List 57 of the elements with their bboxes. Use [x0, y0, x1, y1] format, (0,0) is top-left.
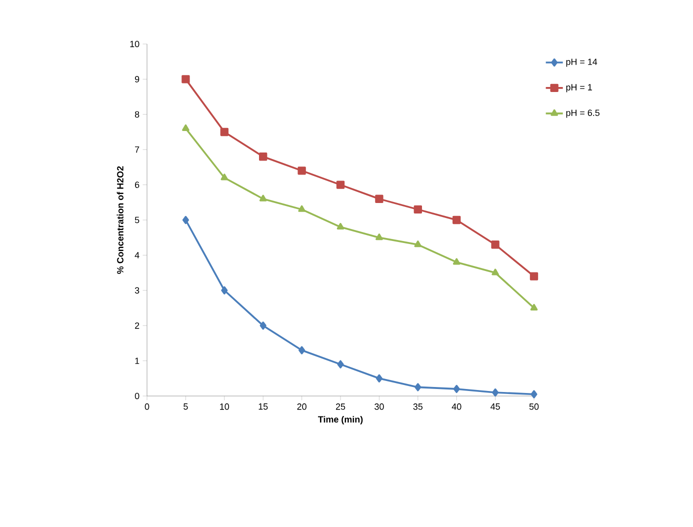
y-tick-label: 1 — [135, 358, 140, 364]
x-tick-label: 40 — [452, 403, 462, 410]
point — [182, 216, 189, 224]
y-tick-label: 4 — [134, 252, 140, 258]
point — [414, 205, 422, 214]
point — [220, 128, 228, 136]
x-tick-label: 45 — [490, 403, 500, 410]
legend-label: pH = 14 — [566, 58, 598, 67]
point — [530, 272, 538, 280]
x-tick-label: 20 — [297, 403, 306, 410]
y-tick-label: 5 — [134, 216, 140, 224]
point — [298, 346, 306, 354]
x-tick-label: 30 — [374, 403, 384, 410]
x-tick-label: 10 — [220, 403, 230, 410]
point — [220, 174, 228, 180]
point — [491, 240, 500, 249]
point — [259, 152, 268, 161]
point — [298, 166, 306, 175]
y-axis-title: % Concentration of H2O2 — [116, 166, 124, 274]
y-tick-label: 3 — [134, 287, 140, 294]
point — [452, 216, 461, 224]
point — [260, 322, 266, 330]
y-tick-label: 10 — [130, 40, 140, 48]
point — [492, 388, 499, 397]
point — [336, 222, 344, 230]
y-tick-label: 6 — [135, 182, 140, 188]
point — [337, 360, 344, 368]
point — [453, 384, 460, 394]
y-tick-label: 9 — [134, 76, 140, 82]
x-tick-label: 15 — [258, 403, 268, 410]
point — [492, 268, 499, 276]
x-tick-label: 50 — [529, 403, 539, 410]
point — [414, 240, 422, 248]
point — [376, 374, 382, 382]
point — [414, 383, 422, 392]
legend-label: pH = 6.5 — [566, 110, 600, 118]
point — [182, 124, 190, 131]
point — [259, 194, 267, 202]
point — [530, 304, 538, 310]
x-tick-label: 0 — [144, 403, 150, 410]
point — [298, 205, 306, 212]
point — [376, 234, 383, 240]
y-tick-label: 7 — [135, 146, 140, 153]
x-axis-title: Time (min) — [318, 416, 363, 424]
legend-label: pH = 1 — [566, 84, 592, 92]
point — [336, 180, 345, 189]
y-tick-label: 2 — [135, 322, 140, 329]
point — [375, 194, 384, 203]
y-tick-label: 0 — [134, 392, 140, 400]
point — [221, 286, 228, 294]
point — [452, 258, 460, 265]
x-tick-label: 5 — [184, 403, 188, 410]
x-tick-label: 25 — [336, 403, 346, 410]
point — [530, 390, 538, 398]
point — [182, 75, 190, 84]
y-tick-label: 8 — [134, 111, 140, 118]
x-tick-label: 35 — [413, 403, 423, 410]
